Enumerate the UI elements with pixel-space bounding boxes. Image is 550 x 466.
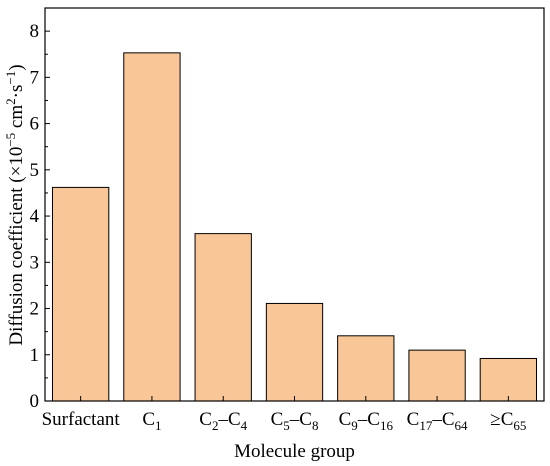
y-tick-label: 2 <box>30 299 40 320</box>
bar <box>194 233 252 402</box>
x-tick-label: C5–C8 <box>271 409 319 433</box>
y-tick-label: 7 <box>30 67 40 88</box>
y-tick-label: 4 <box>30 206 40 227</box>
x-tick-label: ≥C65 <box>490 409 526 433</box>
x-tick-label: Surfactant <box>42 409 121 430</box>
bar <box>123 52 181 402</box>
bar <box>265 302 324 402</box>
y-tick-label: 8 <box>30 21 40 42</box>
y-tick-label: 1 <box>30 345 40 366</box>
y-tick-label: 0 <box>30 391 40 412</box>
bar <box>337 335 395 402</box>
x-axis: Surfactant C1 C2–C4 C5–C8 C9–C16 C17–C64 ≥C65 <box>42 396 526 433</box>
y-tick-label: 5 <box>30 160 40 181</box>
bars-group <box>51 52 538 402</box>
y-axis-label: Diffusion coefficient (×10−5 cm2·s−1) <box>3 64 27 345</box>
x-tick-label: C2–C4 <box>199 409 247 433</box>
x-tick-label: C1 <box>142 409 161 433</box>
bar <box>408 349 466 402</box>
x-tick-label: C17–C64 <box>407 409 468 433</box>
y-tick-label: 3 <box>30 252 40 273</box>
y-axis: 0 1 2 3 4 5 6 7 8 <box>30 7 50 412</box>
y-tick-label: 6 <box>30 114 40 135</box>
bar <box>51 186 110 402</box>
bar <box>479 357 538 402</box>
x-axis-label: Molecule group <box>234 441 355 462</box>
x-tick-label: C9–C16 <box>339 409 394 433</box>
